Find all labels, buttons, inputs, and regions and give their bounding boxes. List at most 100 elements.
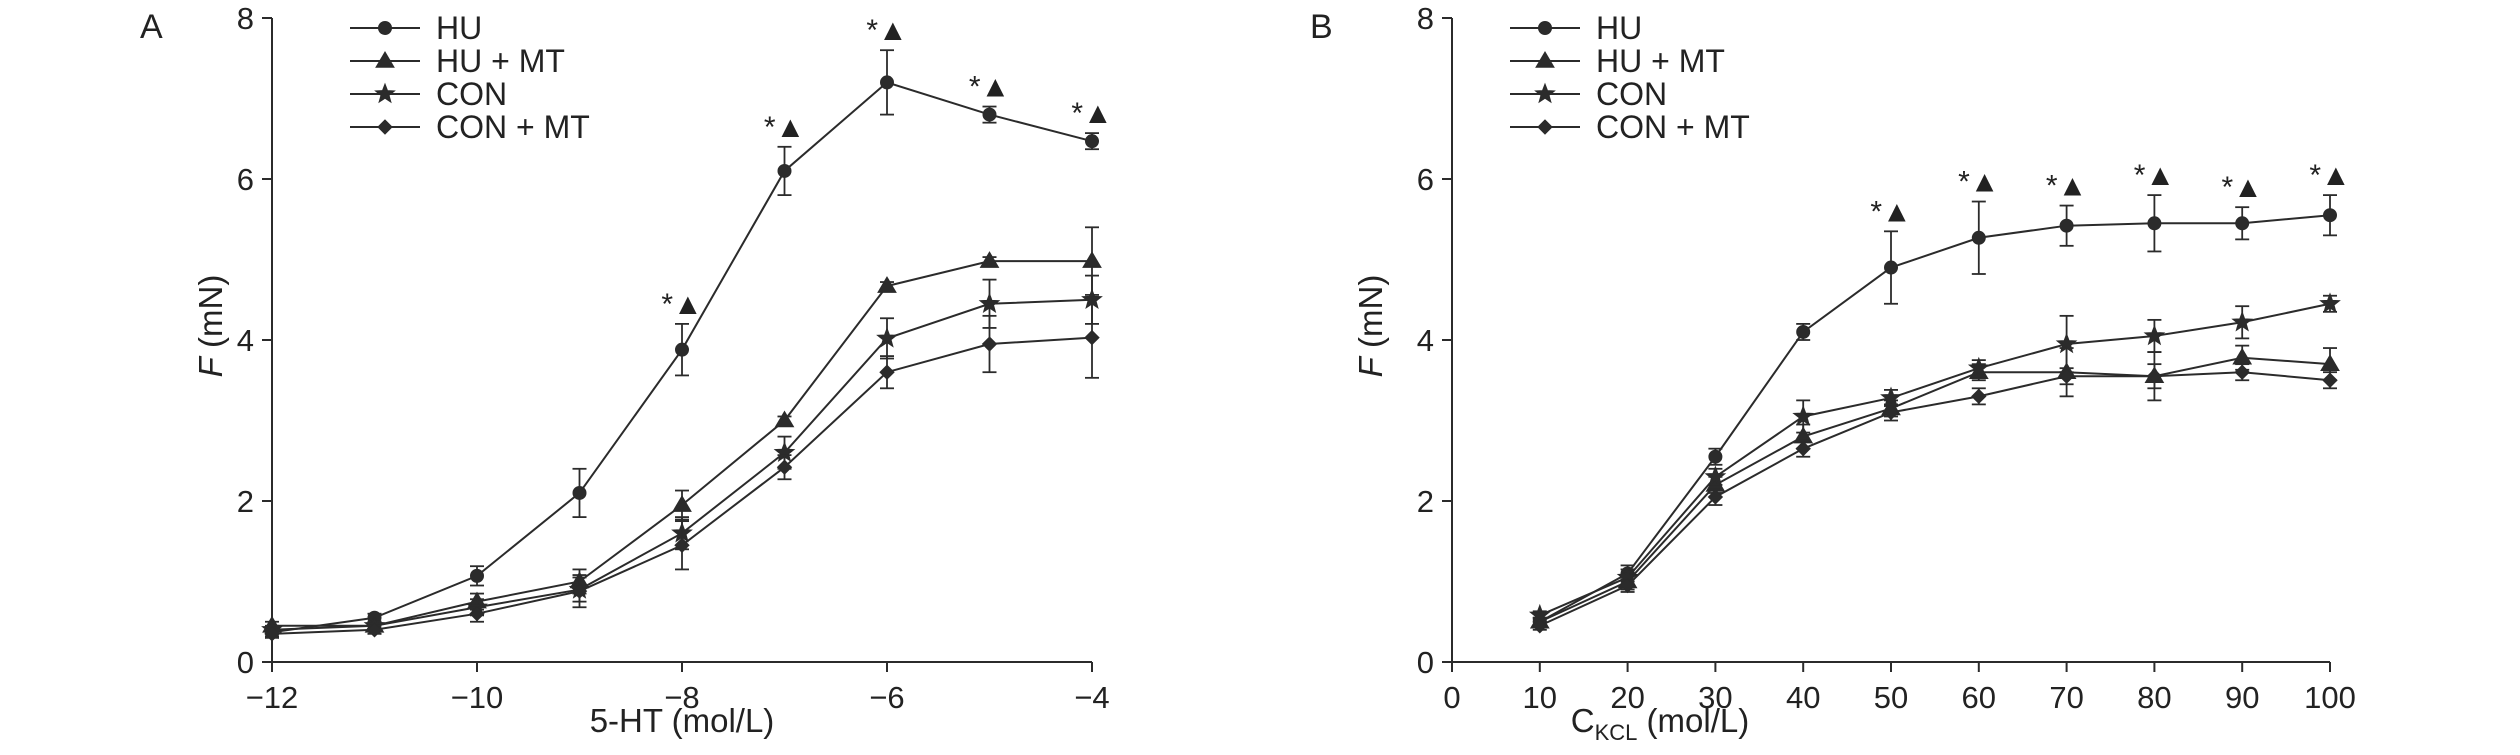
y-tick-label: 6: [1417, 162, 1434, 197]
data-point: [2231, 310, 2254, 332]
legend-label: HU: [436, 10, 482, 46]
significance-marker: *▲: [2134, 159, 2175, 192]
legend-label: CON + MT: [436, 109, 590, 145]
y-tick-label: 2: [237, 484, 254, 519]
data-point: [469, 605, 485, 622]
legend-label: HU + MT: [1596, 43, 1725, 79]
significance-marker: *▲: [969, 71, 1010, 104]
legend-label: CON + MT: [1596, 109, 1750, 145]
data-point: [777, 163, 792, 178]
data-point: [2232, 347, 2253, 365]
data-point: [1532, 618, 1548, 634]
legend-entry: HU: [350, 10, 482, 46]
legend-marker: [377, 119, 393, 135]
legend-label: CON: [1596, 76, 1667, 112]
x-tick-label: −12: [246, 680, 299, 715]
panel-b-x-axis-label: CKCL (mol/L): [1571, 702, 1749, 745]
y-tick-label: 0: [237, 645, 254, 680]
significance-marker: *▲: [866, 14, 907, 47]
data-point: [2323, 208, 2337, 223]
data-point: [981, 336, 998, 352]
data-point: [2235, 216, 2250, 231]
data-point: [2234, 364, 2250, 380]
data-point: [982, 107, 997, 122]
data-point: [675, 342, 689, 357]
series-line: [1539, 356, 2331, 623]
data-point: [571, 583, 588, 599]
y-tick-label: 8: [1417, 1, 1434, 36]
x-tick-label: 40: [1786, 680, 1820, 715]
data-point: [1796, 324, 1811, 339]
x-tick-label: 80: [2137, 680, 2171, 715]
legend-entry: CON: [1510, 76, 1667, 112]
data-point: [2146, 368, 2163, 384]
y-tick-label: 2: [1417, 484, 1434, 519]
data-point: [2055, 332, 2078, 354]
series-con: [1528, 292, 2341, 625]
y-tick-label: 4: [1417, 323, 1434, 358]
legend-marker: [375, 51, 395, 68]
legend-entry: HU + MT: [350, 43, 565, 79]
x-tick-label: 30: [1698, 680, 1732, 715]
panel-a-plot: *▲ *▲ *▲ *▲ *▲: [261, 14, 1113, 642]
significance-marker: *▲: [2222, 171, 2263, 204]
data-point: [1883, 404, 1899, 421]
panel-a-axes: 0 2 4 6 8 −12 −10 −8 −6 −4: [237, 1, 1110, 715]
legend-label: HU: [1596, 10, 1642, 46]
x-tick-label: 100: [2304, 680, 2356, 715]
data-point: [879, 364, 895, 380]
x-tick-label: 90: [2225, 680, 2259, 715]
data-point: [2058, 368, 2075, 384]
significance-marker: *▲: [764, 111, 805, 144]
series-line: [1539, 302, 2331, 617]
data-point: [774, 410, 795, 428]
panel-a-x-axis-label: 5-HT (mol/L): [590, 702, 775, 739]
data-point: [366, 622, 383, 638]
data-point: [1619, 577, 1636, 594]
series-hu: [1532, 194, 2337, 629]
panel-b-y-axis-label: F (mN): [1352, 275, 1389, 378]
data-point: [1884, 260, 1898, 275]
data-point: [979, 251, 1000, 268]
legend-entry: HU + MT: [1510, 43, 1725, 79]
data-point: [1792, 405, 1815, 426]
data-point: [674, 537, 690, 553]
legend-marker: [1535, 51, 1555, 68]
series-line: [1539, 371, 2331, 627]
x-tick-label: 20: [1610, 680, 1644, 715]
x-tick-label: 70: [2049, 680, 2083, 715]
y-tick-label: 6: [237, 162, 254, 197]
significance-marker: *▲: [2046, 170, 2087, 203]
data-point: [572, 485, 587, 500]
panel-a-letter: A: [140, 8, 163, 46]
series-line: [1539, 214, 2331, 623]
x-tick-label: 0: [1443, 680, 1460, 715]
x-tick-label: −4: [1074, 680, 1109, 715]
data-point: [470, 568, 484, 583]
data-point: [2322, 372, 2338, 388]
x-tick-label: 10: [1523, 680, 1557, 715]
x-tick-label: 50: [1874, 680, 1908, 715]
data-point: [672, 495, 692, 512]
legend-entry: CON + MT: [350, 109, 590, 145]
series-line: [271, 336, 1093, 635]
x-tick-label: −10: [451, 680, 504, 715]
data-point: [2059, 218, 2074, 233]
panel-b-plot: *▲ *▲ *▲ *▲ *▲ *▲: [1528, 159, 2351, 634]
data-point: [264, 626, 280, 642]
data-point: [776, 459, 793, 475]
series-hu-mt: [1529, 344, 2340, 629]
significance-marker: *▲: [2309, 159, 2350, 192]
data-point: [1708, 449, 1723, 464]
data-point: [1880, 386, 1902, 408]
x-tick-label: −8: [664, 680, 699, 715]
data-point: [876, 326, 898, 348]
y-tick-label: 4: [237, 323, 254, 358]
series-con-mt: [1532, 363, 2338, 634]
